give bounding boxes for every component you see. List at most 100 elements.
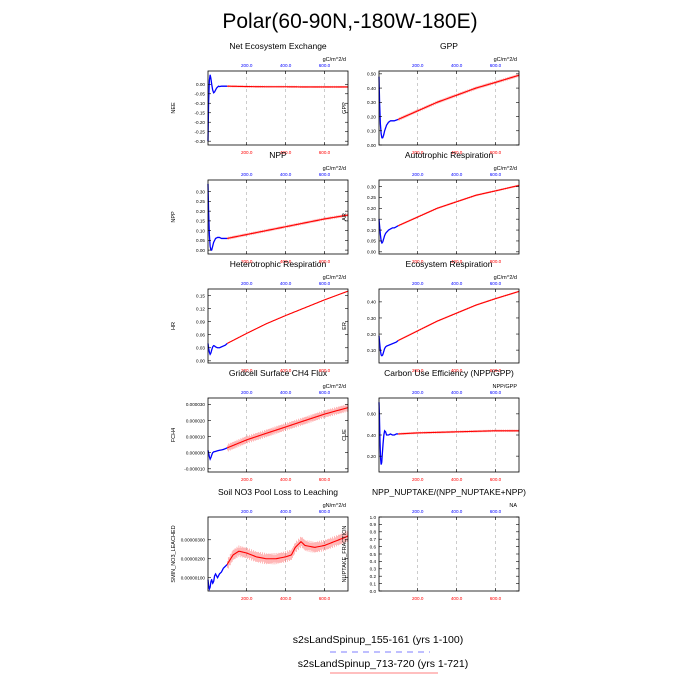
y-tick-label: -0.000010	[184, 467, 205, 472]
x-tick-label-top: 200.0	[412, 63, 424, 68]
legend: s2sLandSpinup_155-161 (yrs 1-100) s2sLan…	[293, 634, 468, 674]
series-line	[227, 290, 349, 344]
plot-frame	[207, 516, 349, 592]
x-tick-label-bottom: 600.0	[490, 477, 502, 482]
y-tick-label: 0.0	[370, 589, 377, 594]
series-line	[207, 342, 228, 356]
legend-label-blue: s2sLandSpinup_155-161 (yrs 1-100)	[293, 634, 463, 646]
y-tick-label: 0.4	[370, 559, 377, 564]
x-tick-label-top: 200.0	[241, 281, 253, 286]
x-tick-label-top: 600.0	[490, 172, 502, 177]
y-tick-label: 0.15	[367, 217, 376, 222]
panel-title: NPP	[269, 150, 287, 160]
series-red	[227, 213, 349, 240]
y-axis-label: NPP	[171, 211, 177, 223]
x-tick-label-bottom: 400.0	[451, 259, 463, 264]
y-tick-label: -0.15	[195, 111, 206, 116]
y-tick-label: 0.00000200	[181, 557, 206, 562]
x-tick-label-bottom: 400.0	[280, 150, 292, 155]
plot-frame	[378, 179, 520, 255]
y-tick-label: 0.9	[370, 522, 377, 527]
y-tick-label: 1.0	[370, 515, 377, 520]
y-tick-label: 0.5	[370, 552, 377, 557]
x-tick-label-bottom: 200.0	[241, 150, 253, 155]
x-tick-label-top: 400.0	[280, 509, 292, 514]
panel-title: Heterotrophic Respiration	[230, 259, 327, 269]
series-line	[378, 219, 399, 244]
series-red	[398, 429, 520, 436]
y-tick-label: 0.25	[196, 199, 205, 204]
plot-frame	[207, 70, 349, 146]
y-tick-label: 0.40	[367, 300, 376, 305]
x-tick-label-top: 600.0	[319, 390, 331, 395]
y-tick-label: -0.20	[195, 120, 206, 125]
x-tick-label-bottom: 600.0	[319, 477, 331, 482]
plot-frame	[207, 288, 349, 364]
x-tick-label-top: 200.0	[412, 172, 424, 177]
x-tick-label-top: 400.0	[280, 172, 292, 177]
panel-title: GPP	[440, 41, 458, 51]
y-tick-label: 0.000020	[186, 418, 206, 423]
series-line	[227, 214, 349, 239]
y-tick-label: 0.20	[367, 332, 376, 337]
y-tick-label: 0.20	[367, 206, 376, 211]
y-tick-label: 0.00000100	[181, 576, 206, 581]
x-tick-label-bottom: 200.0	[241, 596, 253, 601]
series-line	[398, 290, 520, 341]
x-tick-label-top: 600.0	[319, 172, 331, 177]
y-axis-label: ER	[342, 322, 348, 330]
series-line	[398, 74, 520, 120]
panel-units: gC/m^2/d	[323, 384, 346, 390]
x-tick-label-top: 600.0	[319, 281, 331, 286]
panel-5: Heterotrophic Respiration gC/m^2/d HR 0.00 0…	[171, 259, 349, 373]
x-tick-label-top: 600.0	[490, 390, 502, 395]
y-tick-label: 0.50	[367, 72, 376, 77]
panel-8: Carbon Use Efficiency (NPP/GPP) NPP/GPP CU…	[342, 368, 520, 482]
y-tick-label: 0.05	[196, 238, 205, 243]
series-line	[207, 563, 228, 591]
x-tick-label-bottom: 200.0	[412, 477, 424, 482]
x-tick-label-top: 200.0	[412, 509, 424, 514]
plot-frame	[207, 397, 349, 473]
x-tick-label-bottom: 600.0	[319, 259, 331, 264]
y-tick-label: 0.09	[196, 319, 205, 324]
panel-title: Gridcell Surface CH4 Flux	[229, 368, 328, 378]
x-tick-label-bottom: 400.0	[280, 259, 292, 264]
y-tick-label: 0.25	[367, 195, 376, 200]
x-tick-label-bottom: 600.0	[319, 368, 331, 373]
plot-frame	[378, 288, 520, 364]
series-blue	[378, 335, 399, 357]
x-tick-label-top: 600.0	[319, 63, 331, 68]
series-blue	[207, 563, 228, 591]
x-tick-label-top: 200.0	[412, 281, 424, 286]
series-red	[398, 73, 520, 121]
y-tick-label: 0.2	[370, 574, 377, 579]
panel-units: gC/m^2/d	[323, 166, 346, 172]
y-tick-label: 0.10	[367, 228, 376, 233]
y-tick-label: 0.12	[196, 306, 205, 311]
series-line	[378, 402, 399, 465]
x-tick-label-bottom: 200.0	[412, 150, 424, 155]
series-blue	[378, 219, 399, 244]
x-tick-label-bottom: 200.0	[412, 596, 424, 601]
x-tick-label-top: 200.0	[412, 390, 424, 395]
y-tick-label: 0.10	[367, 348, 376, 353]
x-tick-label-top: 400.0	[280, 63, 292, 68]
panel-units: gC/m^2/d	[494, 57, 517, 63]
y-tick-label: 0.10	[196, 228, 205, 233]
x-tick-label-bottom: 200.0	[241, 368, 253, 373]
y-tick-label: 0.00	[196, 248, 205, 253]
x-tick-label-bottom: 200.0	[241, 477, 253, 482]
legend-label-red: s2sLandSpinup_713-720 (yrs 1-721)	[298, 658, 468, 670]
x-tick-label-bottom: 600.0	[490, 596, 502, 601]
y-tick-label: 0.40	[367, 433, 376, 438]
x-tick-label-bottom: 200.0	[412, 368, 424, 373]
y-tick-label: 0.1	[370, 581, 377, 586]
x-tick-label-bottom: 400.0	[451, 368, 463, 373]
panel-title: Net Ecosystem Exchange	[229, 41, 327, 51]
series-red	[398, 290, 520, 342]
series-blue	[378, 76, 399, 139]
